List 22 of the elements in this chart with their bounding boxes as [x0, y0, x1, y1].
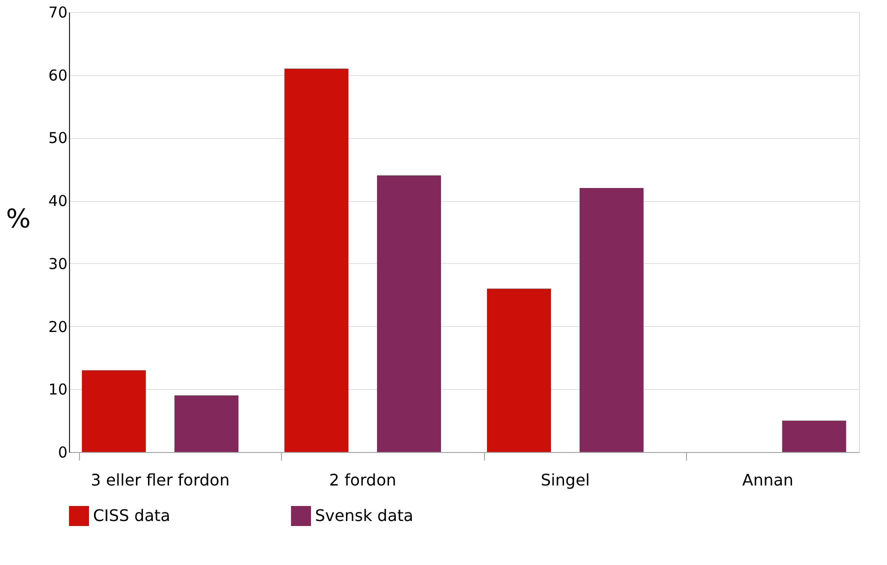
y-tick-label: 0: [58, 444, 68, 462]
x-tick-label: Annan: [742, 470, 794, 490]
bar: [580, 188, 644, 452]
y-tick-label: 50: [48, 129, 68, 148]
legend-label: Svensk data: [315, 506, 414, 525]
x-tick-label: Singel: [540, 470, 590, 490]
y-tick-label: 40: [48, 192, 68, 210]
y-axis-title: %: [6, 204, 31, 234]
y-tick-label: 70: [48, 4, 68, 22]
x-tick-label: 3 eller fler fordon: [90, 470, 230, 490]
x-tick-label: 2 fordon: [329, 470, 396, 490]
y-tick-label: 20: [48, 318, 68, 336]
y-tick-label: 60: [48, 66, 68, 84]
y-tick-label: 30: [48, 254, 68, 273]
bar: [82, 370, 146, 452]
bar: [782, 420, 846, 452]
bar: [377, 175, 442, 452]
y-tick-label: 10: [48, 380, 68, 399]
bar: [284, 68, 348, 452]
legend-label: CISS data: [93, 506, 170, 525]
bar: [486, 288, 551, 452]
bar: [174, 395, 238, 452]
